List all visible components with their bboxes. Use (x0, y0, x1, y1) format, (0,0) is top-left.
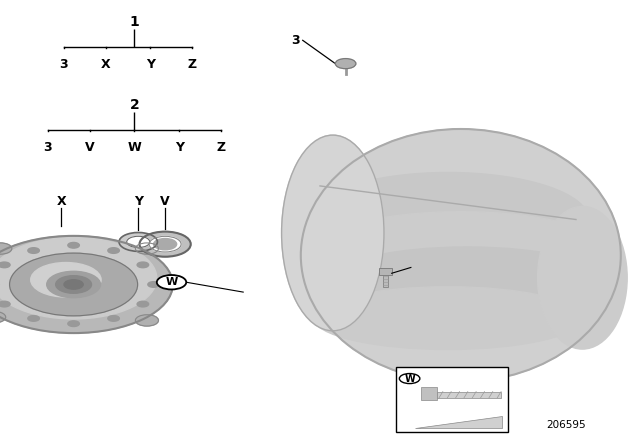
Bar (396, 367, 508, 432)
Ellipse shape (31, 263, 101, 297)
Bar (421, 387, 437, 400)
Bar (379, 268, 392, 275)
Ellipse shape (154, 238, 177, 250)
Ellipse shape (0, 236, 173, 333)
Text: Y: Y (134, 195, 143, 208)
Text: 1: 1 (129, 15, 140, 29)
Text: Z: Z (403, 269, 412, 282)
Text: Z: Z (216, 141, 225, 154)
Ellipse shape (335, 59, 356, 69)
Text: W: W (127, 141, 141, 154)
Text: W: W (165, 277, 178, 287)
Bar (383, 275, 388, 287)
Text: X: X (100, 58, 111, 71)
Ellipse shape (0, 262, 10, 268)
Ellipse shape (137, 301, 148, 307)
Text: Y: Y (175, 141, 184, 154)
Ellipse shape (119, 233, 157, 251)
Ellipse shape (108, 315, 120, 321)
Ellipse shape (399, 374, 420, 383)
Ellipse shape (137, 262, 148, 268)
Ellipse shape (127, 236, 150, 248)
Text: 3: 3 (44, 141, 52, 154)
Ellipse shape (282, 135, 384, 331)
Ellipse shape (149, 237, 181, 252)
Ellipse shape (136, 243, 159, 254)
Ellipse shape (28, 248, 40, 254)
Ellipse shape (538, 207, 627, 349)
Text: 2: 2 (129, 98, 140, 112)
Polygon shape (415, 416, 502, 428)
Ellipse shape (68, 321, 79, 327)
Ellipse shape (301, 129, 621, 382)
Ellipse shape (307, 172, 589, 267)
Ellipse shape (314, 287, 582, 349)
Ellipse shape (314, 211, 608, 290)
Ellipse shape (56, 276, 92, 293)
Ellipse shape (47, 271, 100, 297)
Ellipse shape (64, 280, 83, 289)
Ellipse shape (157, 275, 186, 289)
Text: 3: 3 (60, 58, 68, 71)
Ellipse shape (326, 247, 608, 318)
Ellipse shape (140, 232, 191, 257)
Ellipse shape (148, 282, 159, 287)
Ellipse shape (68, 242, 79, 248)
Ellipse shape (28, 315, 39, 321)
Ellipse shape (0, 311, 6, 323)
Ellipse shape (136, 315, 159, 326)
Text: Z: Z (188, 58, 196, 71)
Ellipse shape (0, 301, 10, 307)
Text: W: W (404, 374, 415, 383)
Text: 206595: 206595 (547, 420, 586, 430)
Text: Y: Y (146, 58, 155, 71)
Bar (437, 392, 501, 398)
Text: V: V (160, 195, 170, 208)
Text: X: X (56, 195, 67, 208)
Ellipse shape (10, 253, 138, 316)
Ellipse shape (0, 237, 157, 319)
Text: 3: 3 (291, 34, 300, 47)
Text: V: V (84, 141, 95, 154)
Ellipse shape (0, 243, 12, 254)
Ellipse shape (108, 248, 120, 254)
